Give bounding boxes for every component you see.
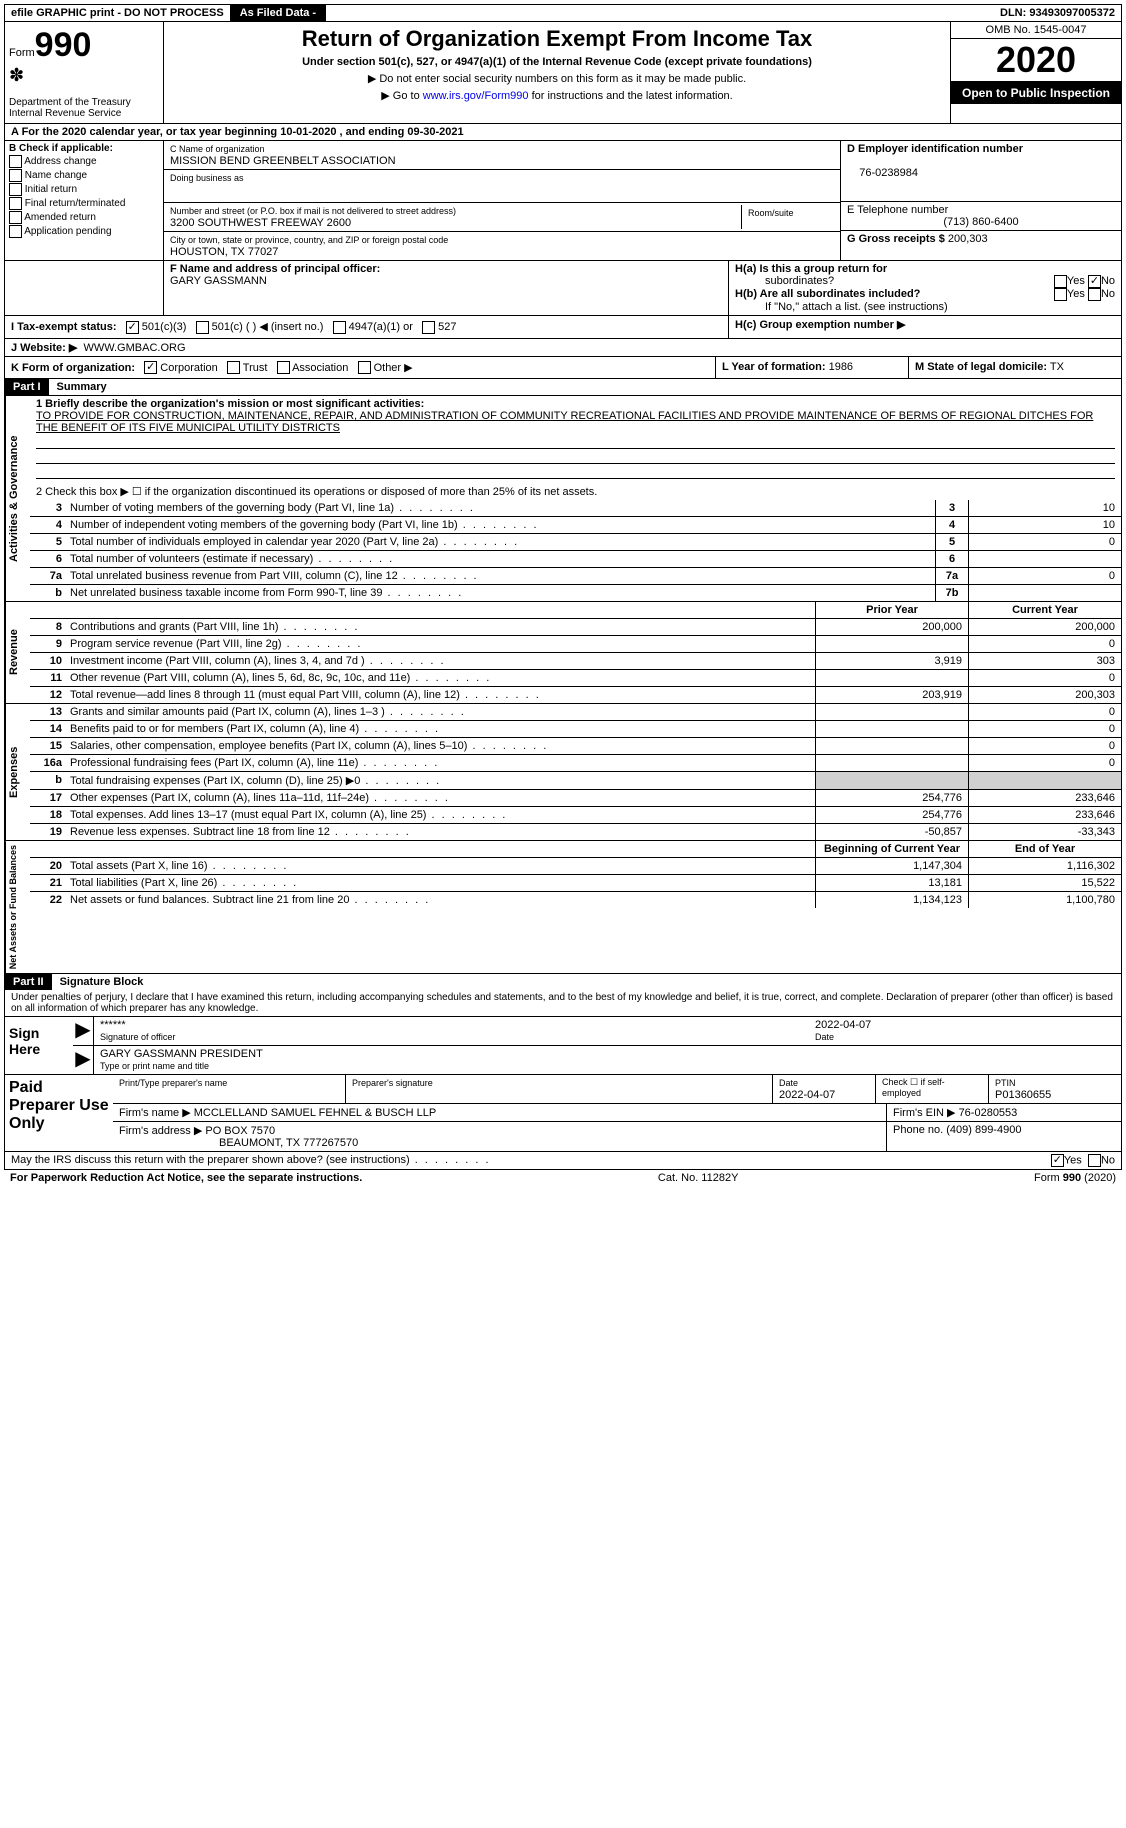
section-bcd: B Check if applicable: Address change Na… <box>5 140 1121 260</box>
principal-officer: GARY GASSMANN <box>170 275 267 287</box>
irs-label: Internal Revenue Service <box>9 108 121 119</box>
section-a: A For the 2020 calendar year, or tax yea… <box>5 123 1121 140</box>
open-public: Open to Public Inspection <box>951 82 1121 104</box>
declaration: Under penalties of perjury, I declare th… <box>5 990 1121 1016</box>
org-address: 3200 SOUTHWEST FREEWAY 2600 <box>170 217 351 229</box>
section-klm: K Form of organization: ✓ Corporation Tr… <box>5 356 1121 379</box>
cb-address[interactable]: Address change <box>24 156 96 167</box>
officer-name: GARY GASSMANN PRESIDENT <box>100 1048 263 1060</box>
swoosh-icon: ✽ <box>9 65 24 85</box>
form-title: Return of Organization Exempt From Incom… <box>172 26 942 52</box>
dln: DLN: 93493097005372 <box>994 5 1121 21</box>
gross-receipts: 200,303 <box>948 233 988 245</box>
discuss-question: May the IRS discuss this return with the… <box>5 1151 1121 1169</box>
summary-governance: Activities & Governance 1 Briefly descri… <box>5 395 1121 601</box>
form-label: Form <box>9 47 35 59</box>
irs-link[interactable]: www.irs.gov/Form990 <box>423 90 529 102</box>
part-2-header: Part IISignature Block <box>5 973 1121 990</box>
col-d: D Employer identification number 76-0238… <box>840 141 1121 260</box>
tax-year: 2020 <box>951 39 1121 82</box>
form-subtitle: Under section 501(c), 527, or 4947(a)(1)… <box>172 56 942 68</box>
cb-final[interactable]: Final return/terminated <box>25 198 126 209</box>
instr-1: ▶ Do not enter social security numbers o… <box>172 72 942 85</box>
website: WWW.GMBAC.ORG <box>83 342 185 354</box>
telephone: (713) 860-6400 <box>847 216 1115 228</box>
form-990: 990 <box>35 26 92 64</box>
cb-initial[interactable]: Initial return <box>25 184 77 195</box>
omb-number: OMB No. 1545-0047 <box>951 22 1121 39</box>
org-name: MISSION BEND GREENBELT ASSOCIATION <box>170 155 396 167</box>
col-c: C Name of organizationMISSION BEND GREEN… <box>164 141 840 260</box>
paid-preparer: Paid Preparer Use Only Print/Type prepar… <box>5 1074 1121 1151</box>
dept-label: Department of the Treasury <box>9 97 131 108</box>
as-filed-btn: As Filed Data - <box>230 5 326 21</box>
sign-here: Sign Here ▶ ******Signature of officer 2… <box>5 1016 1121 1074</box>
col-b: B Check if applicable: Address change Na… <box>5 141 164 260</box>
cb-name[interactable]: Name change <box>25 170 87 181</box>
org-city: HOUSTON, TX 77027 <box>170 246 278 258</box>
cb-pending[interactable]: Application pending <box>24 226 111 237</box>
form-header: Form990 ✽ Department of the Treasury Int… <box>5 22 1121 123</box>
cb-amended[interactable]: Amended return <box>24 212 96 223</box>
instr-2: ▶ Go to www.irs.gov/Form990 for instruct… <box>172 89 942 102</box>
efile-label: efile GRAPHIC print - DO NOT PROCESS <box>5 5 230 21</box>
section-fh: F Name and address of principal officer:… <box>5 260 1121 315</box>
top-bar: efile GRAPHIC print - DO NOT PROCESS As … <box>4 4 1122 22</box>
ein: 76-0238984 <box>859 167 918 179</box>
mission-text: TO PROVIDE FOR CONSTRUCTION, MAINTENANCE… <box>36 410 1093 434</box>
section-i: I Tax-exempt status: ✓ 501(c)(3) 501(c) … <box>5 315 1121 338</box>
page-footer: For Paperwork Reduction Act Notice, see … <box>4 1170 1122 1186</box>
section-j: J Website: ▶ WWW.GMBAC.ORG <box>5 338 1121 356</box>
part-1-header: Part ISummary <box>5 378 1121 395</box>
firm-name: MCCLELLAND SAMUEL FEHNEL & BUSCH LLP <box>194 1107 436 1119</box>
